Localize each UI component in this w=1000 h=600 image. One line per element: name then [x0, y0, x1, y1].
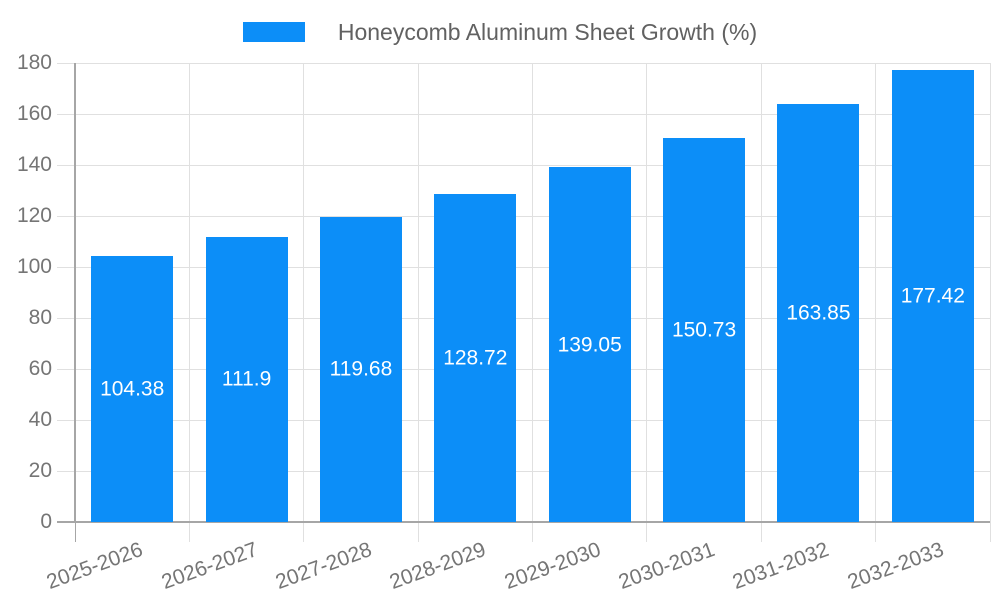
- x-axis-tick: [989, 522, 991, 542]
- legend-label: Honeycomb Aluminum Sheet Growth (%): [337, 19, 758, 45]
- v-gridline: [760, 63, 762, 522]
- bar: 163.85: [777, 104, 860, 522]
- y-tick-label: 0: [40, 510, 52, 533]
- h-gridline: [57, 317, 990, 319]
- bar: 139.05: [548, 167, 631, 522]
- x-tick-label: 2029-2030: [501, 538, 604, 594]
- legend-swatch: [242, 22, 305, 42]
- v-gridline: [875, 63, 877, 522]
- y-tick-label: 180: [16, 51, 52, 74]
- bar: 111.9: [205, 236, 288, 522]
- y-tick-label: 60: [28, 357, 52, 380]
- bar: 128.72: [434, 193, 517, 522]
- x-axis-tick: [74, 522, 76, 542]
- x-tick-label: 2026-2027: [158, 538, 261, 594]
- y-tick-label: 20: [28, 459, 52, 482]
- h-gridline: [57, 368, 990, 370]
- x-tick-label: 2028-2029: [386, 538, 490, 594]
- bar: 104.38: [91, 255, 174, 522]
- h-gridline: [57, 419, 990, 421]
- y-tick-label: 160: [16, 102, 52, 125]
- y-tick-label: 80: [28, 306, 52, 329]
- y-tick-label: 100: [16, 255, 52, 278]
- bar-value-label: 163.85: [786, 301, 851, 325]
- x-tick-label: 2030-2031: [615, 538, 718, 594]
- bar-value-label: 139.05: [557, 333, 622, 357]
- x-axis-tick: [646, 522, 648, 542]
- h-gridline: [57, 113, 990, 115]
- v-gridline: [646, 63, 648, 522]
- x-tick-label: 2032-2033: [844, 538, 947, 594]
- y-tick-label: 140: [16, 153, 52, 176]
- x-axis-tick: [532, 522, 533, 542]
- x-axis-line: [57, 521, 990, 523]
- bar-value-label: 119.68: [329, 357, 393, 381]
- bar-value-label: 128.72: [443, 346, 508, 370]
- v-gridline: [989, 63, 991, 522]
- bar: 150.73: [663, 137, 746, 522]
- v-gridline: [417, 63, 419, 522]
- x-tick-label: 2027-2028: [272, 538, 375, 594]
- bar: 177.42: [891, 69, 974, 522]
- x-tick-label: 2025-2026: [43, 538, 147, 594]
- x-axis-tick: [303, 522, 305, 542]
- v-gridline: [188, 63, 190, 522]
- legend: Honeycomb Aluminum Sheet Growth (%): [0, 18, 1000, 46]
- bar-value-label: 111.9: [221, 367, 272, 391]
- h-gridline: [57, 164, 990, 166]
- x-axis-tick: [760, 522, 762, 542]
- bar: 119.68: [319, 216, 402, 522]
- bar-value-label: 104.38: [100, 377, 165, 401]
- y-axis-line: [74, 63, 76, 522]
- h-gridline: [57, 215, 990, 217]
- x-axis-tick: [875, 522, 877, 542]
- x-axis-tick: [188, 522, 190, 542]
- x-axis-tick: [417, 522, 419, 542]
- bar-value-label: 177.42: [900, 284, 965, 308]
- h-gridline: [57, 470, 990, 472]
- y-tick-label: 120: [16, 204, 52, 227]
- v-gridline: [532, 63, 533, 522]
- v-gridline: [303, 63, 305, 522]
- bar-value-label: 150.73: [671, 318, 737, 342]
- h-gridline: [57, 266, 990, 268]
- x-tick-label: 2031-2032: [730, 538, 833, 594]
- y-tick-label: 40: [28, 408, 52, 431]
- h-gridline: [57, 62, 990, 64]
